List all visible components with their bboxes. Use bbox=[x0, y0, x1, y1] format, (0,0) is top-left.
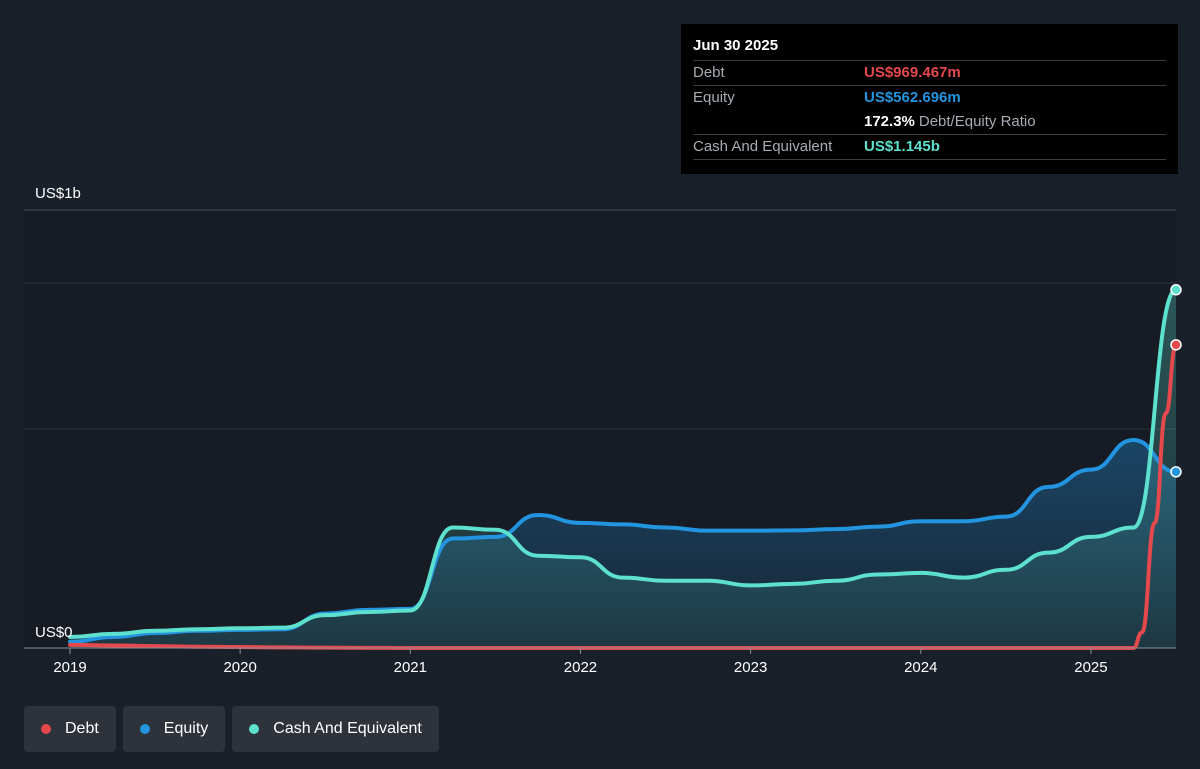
tooltip-cash-row: Cash And Equivalent US$1.145b bbox=[693, 134, 1166, 160]
legend-equity-label: Equity bbox=[163, 720, 209, 737]
chart-legend: Debt Equity Cash And Equivalent bbox=[24, 706, 439, 752]
cash-and-equivalent-end-point bbox=[1170, 284, 1182, 296]
legend-item-debt[interactable]: Debt bbox=[24, 706, 116, 752]
legend-item-equity[interactable]: Equity bbox=[122, 706, 226, 752]
debt-end-point bbox=[1170, 339, 1182, 351]
tooltip-debt-row: Debt US$969.467m bbox=[693, 60, 1166, 85]
tooltip-panel: Jun 30 2025 Debt US$969.467m Equity US$5… bbox=[681, 24, 1178, 174]
tooltip-ratio-value: 172.3% bbox=[864, 113, 915, 130]
y-tick-label: US$1b bbox=[35, 185, 81, 202]
area-fills bbox=[70, 289, 1176, 648]
endpoint-markers bbox=[1170, 284, 1182, 478]
legend-item-cash[interactable]: Cash And Equivalent bbox=[232, 706, 439, 752]
x-tick-label: 2024 bbox=[904, 659, 937, 676]
tooltip-equity-value: US$562.696m bbox=[864, 89, 961, 106]
axis-labels: 2019 2020 2021 2022 2023 2024 2025 US$0 US$1b bbox=[35, 185, 1108, 676]
tooltip-ratio-row: 172.3% Debt/Equity Ratio bbox=[693, 110, 1166, 134]
tooltip-cash-value: US$1.145b bbox=[864, 138, 940, 155]
x-tick-label: 2022 bbox=[564, 659, 597, 676]
y-tick-label: US$0 bbox=[35, 624, 73, 641]
equity-end-point bbox=[1170, 466, 1182, 478]
cash-dot-icon bbox=[249, 724, 260, 734]
debt-dot-icon bbox=[41, 724, 51, 734]
x-tick-label: 2023 bbox=[734, 659, 767, 676]
tooltip-ratio-label: Debt/Equity Ratio bbox=[918, 113, 1036, 130]
cash-and-equivalent-line bbox=[68, 287, 1178, 640]
equity-dot-icon bbox=[139, 724, 150, 734]
tooltip-date: Jun 30 2025 bbox=[693, 37, 779, 54]
x-tick-label: 2025 bbox=[1074, 659, 1107, 676]
legend-cash-label: Cash And Equivalent bbox=[273, 720, 422, 737]
x-tick-label: 2021 bbox=[394, 659, 427, 676]
x-tick-label: 2020 bbox=[223, 659, 256, 676]
legend-debt-label: Debt bbox=[65, 720, 99, 737]
tooltip-equity-label: Equity bbox=[693, 89, 735, 106]
x-axis bbox=[24, 647, 1176, 654]
tooltip-cash-label: Cash And Equivalent bbox=[693, 138, 833, 155]
grid-lines bbox=[24, 209, 1176, 430]
tooltip-debt-value: US$969.467m bbox=[864, 64, 961, 81]
x-tick-label: 2019 bbox=[53, 659, 86, 676]
tooltip-debt-label: Debt bbox=[693, 64, 725, 81]
tooltip-equity-row: Equity US$562.696m bbox=[693, 85, 1166, 110]
cash-and-equivalent-area bbox=[70, 289, 1176, 648]
